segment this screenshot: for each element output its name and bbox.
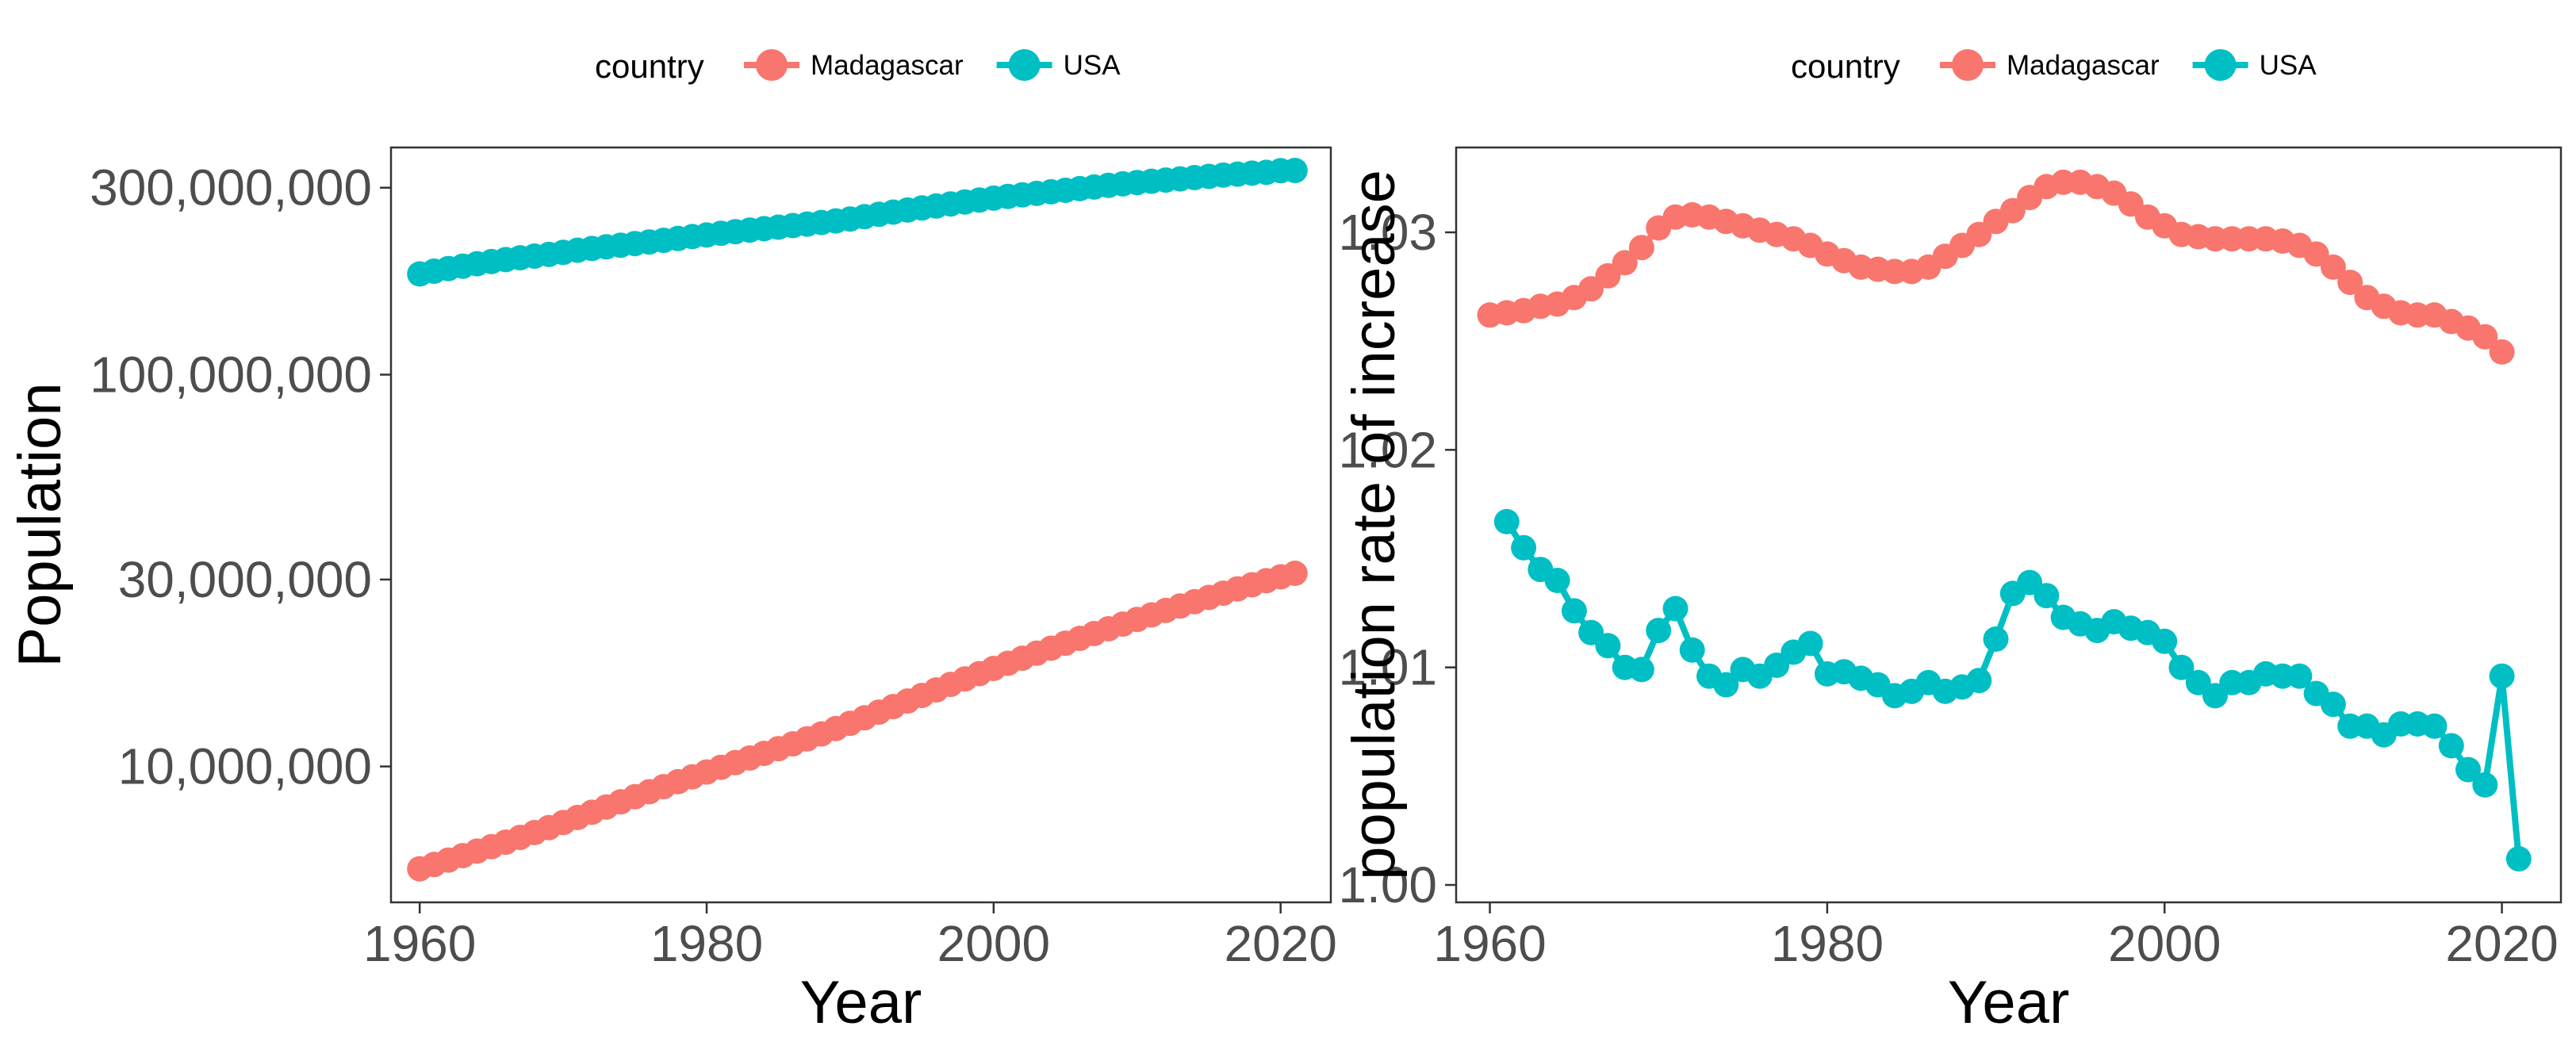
- y-tick-label: 300,000,000: [90, 159, 372, 216]
- legend-key-point: [1952, 49, 1984, 81]
- data-point: [1282, 158, 1308, 183]
- legend: country Madagascar USA: [595, 48, 1121, 85]
- data-point: [2489, 339, 2515, 365]
- data-point: [1493, 508, 1520, 534]
- data-point: [2472, 772, 2498, 798]
- x-tick-label: 1960: [1433, 915, 1546, 972]
- y-tick-label: 1.00: [1338, 856, 1437, 913]
- y-tick-label: 1.02: [1338, 421, 1437, 478]
- data-point: [2489, 663, 2515, 689]
- series-line-madagascar: [1489, 178, 2505, 354]
- data-point: [1628, 657, 1654, 683]
- data-point: [2438, 733, 2464, 759]
- legend-label-madagascar: Madagascar: [811, 50, 964, 81]
- series-usa: [407, 158, 1308, 287]
- x-axis-title: Year: [800, 969, 922, 1036]
- data-point: [2505, 846, 2532, 872]
- data-point: [2034, 583, 2060, 609]
- y-axis-title: population rate of increase: [1340, 170, 1408, 880]
- series-usa: [1493, 508, 2532, 872]
- legend-title: country: [1791, 48, 1900, 85]
- y-tick-label: 10,000,000: [118, 738, 372, 795]
- y-tick-label: 1.03: [1338, 204, 1437, 261]
- x-tick-label: 2020: [2445, 915, 2558, 972]
- legend-key-point: [1008, 49, 1041, 81]
- data-point: [2320, 254, 2346, 280]
- data-point: [1679, 637, 1705, 663]
- data-point: [1646, 618, 1672, 644]
- series-madagascar: [1477, 169, 2515, 365]
- plot-panel-border: [389, 146, 1332, 904]
- y-axis-title: Population: [6, 382, 74, 667]
- legend-label-usa: USA: [2260, 50, 2317, 81]
- x-tick-label: 1980: [1771, 915, 1884, 972]
- legend: country Madagascar USA: [1791, 48, 2317, 85]
- data-point: [1662, 595, 1689, 622]
- y-tick-label: 100,000,000: [90, 346, 372, 403]
- y-tick-label: 30,000,000: [118, 551, 372, 608]
- series-madagascar: [407, 561, 1308, 882]
- data-point: [1713, 672, 1739, 698]
- series-line-usa: [1504, 519, 2522, 860]
- data-point: [1983, 626, 2009, 652]
- data-point: [2152, 628, 2178, 654]
- data-point: [1561, 598, 1587, 624]
- data-point: [1797, 630, 1823, 657]
- x-tick-label: 2000: [937, 915, 1050, 972]
- data-point: [1966, 668, 1992, 694]
- legend-title: country: [595, 48, 704, 85]
- data-point: [1511, 534, 1537, 561]
- chart-panel-2: 1960 1980 2000 2020 1.00 1.01 1.02 1.03 Year popu…: [1338, 48, 2563, 1036]
- legend-label-usa: USA: [1064, 50, 1121, 81]
- legend-label-madagascar: Madagascar: [2007, 50, 2160, 81]
- data-point: [1595, 633, 1621, 659]
- data-point: [2421, 713, 2448, 739]
- data-point: [2320, 691, 2346, 718]
- plot-panel-border: [1455, 146, 2563, 904]
- x-tick-label: 2000: [2108, 915, 2221, 972]
- data-point: [2168, 654, 2195, 680]
- data-point: [2337, 270, 2363, 296]
- data-point: [2455, 756, 2481, 783]
- legend-key-point: [2204, 49, 2237, 81]
- data-point: [1628, 235, 1654, 261]
- data-point: [2287, 663, 2313, 689]
- chart-panel-1: 1960 1980 2000 2020 10,000,000 30,000,000 100,…: [6, 48, 1337, 1036]
- x-tick-label: 2020: [1224, 915, 1336, 972]
- data-point: [2472, 324, 2498, 350]
- data-point: [1544, 568, 1570, 593]
- legend-key-point: [756, 49, 788, 81]
- data-point: [1612, 250, 1638, 276]
- x-axis-title: Year: [1948, 969, 2070, 1036]
- y-tick-label: 1.01: [1338, 639, 1437, 696]
- data-point: [1282, 561, 1308, 586]
- x-tick-label: 1980: [650, 915, 763, 972]
- x-tick-label: 1960: [363, 915, 476, 972]
